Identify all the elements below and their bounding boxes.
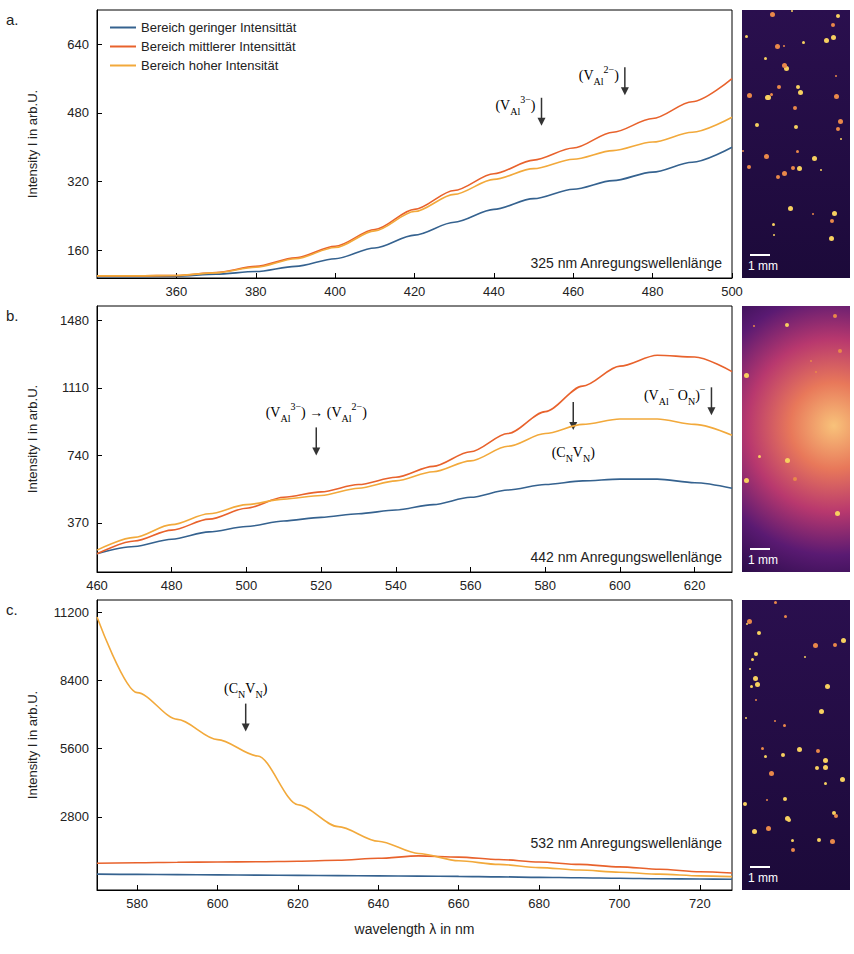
svg-text:480: 480 xyxy=(67,105,89,120)
svg-text:620: 620 xyxy=(684,578,706,593)
svg-text:580: 580 xyxy=(126,896,148,911)
svg-text:(V: (V xyxy=(266,405,281,421)
svg-text:540: 540 xyxy=(385,578,407,593)
svg-text:600: 600 xyxy=(609,578,631,593)
svg-text:400: 400 xyxy=(324,284,346,299)
svg-text:Intensity I in arb.U.: Intensity I in arb.U. xyxy=(25,385,40,493)
svg-text:N: N xyxy=(566,453,573,464)
svg-text:Intensity I in arb.U.: Intensity I in arb.U. xyxy=(25,691,40,799)
html-text:1 mm: 1 mm xyxy=(748,259,778,273)
svg-text:): ) xyxy=(590,445,595,461)
svg-text:5600: 5600 xyxy=(60,741,89,756)
svg-text:325 nm Anregungswellenlänge: 325 nm Anregungswellenlänge xyxy=(531,255,723,271)
svg-text:320: 320 xyxy=(67,174,89,189)
svg-text:Al: Al xyxy=(280,413,290,424)
html-text:1 mm: 1 mm xyxy=(748,871,778,885)
svg-text:): ) xyxy=(362,405,367,421)
svg-text:720: 720 xyxy=(689,896,711,911)
svg-text:): ) xyxy=(614,68,619,84)
svg-text:V: V xyxy=(245,681,255,696)
svg-text:620: 620 xyxy=(287,896,309,911)
svg-text:460: 460 xyxy=(562,284,584,299)
svg-text:440: 440 xyxy=(483,284,505,299)
svg-text:c.: c. xyxy=(6,601,18,618)
svg-text:−: − xyxy=(700,384,706,395)
svg-text:740: 740 xyxy=(67,448,89,463)
svg-text:2−: 2− xyxy=(352,401,363,412)
svg-text:Bereich mittlerer Intensittät: Bereich mittlerer Intensittät xyxy=(141,39,296,54)
svg-text:1110: 1110 xyxy=(62,380,89,395)
svg-text:2−: 2− xyxy=(604,64,615,75)
svg-text:): ) xyxy=(263,681,268,697)
svg-text:a.: a. xyxy=(6,11,19,28)
svg-text:2800: 2800 xyxy=(60,809,89,824)
svg-text:V: V xyxy=(573,445,583,460)
svg-text:−: − xyxy=(669,384,675,395)
svg-text:600: 600 xyxy=(207,896,229,911)
svg-text:680: 680 xyxy=(528,896,550,911)
svg-text:N: N xyxy=(255,689,262,700)
svg-text:480: 480 xyxy=(642,284,664,299)
svg-text:wavelength λ in nm: wavelength λ in nm xyxy=(354,921,475,937)
svg-text:) → (V: ) → (V xyxy=(301,405,341,421)
svg-text:O: O xyxy=(674,388,688,403)
svg-text:460: 460 xyxy=(86,578,108,593)
svg-text:160: 160 xyxy=(67,243,89,258)
svg-text:Al: Al xyxy=(342,413,352,424)
svg-text:(V: (V xyxy=(579,68,594,84)
svg-text:Al: Al xyxy=(594,76,604,87)
svg-text:): ) xyxy=(531,98,536,114)
svg-text:500: 500 xyxy=(236,578,258,593)
svg-text:Al: Al xyxy=(659,396,669,407)
svg-text:640: 640 xyxy=(367,896,389,911)
svg-text:3−: 3− xyxy=(290,401,301,412)
svg-text:(V: (V xyxy=(495,98,510,114)
svg-text:442 nm Anregungswellenlänge: 442 nm Anregungswellenlänge xyxy=(531,549,723,565)
svg-text:480: 480 xyxy=(161,578,183,593)
html-text:1 mm: 1 mm xyxy=(748,553,778,567)
svg-text:3−: 3− xyxy=(520,94,531,105)
svg-text:500: 500 xyxy=(721,284,743,299)
svg-text:370: 370 xyxy=(67,515,89,530)
svg-text:(C: (C xyxy=(552,445,566,461)
svg-text:b.: b. xyxy=(6,307,19,324)
svg-text:Intensity I in arb.U.: Intensity I in arb.U. xyxy=(25,90,40,198)
svg-text:N: N xyxy=(238,689,245,700)
svg-text:): ) xyxy=(695,388,700,404)
svg-text:11200: 11200 xyxy=(54,605,89,620)
svg-text:420: 420 xyxy=(404,284,426,299)
svg-text:Al: Al xyxy=(510,106,520,117)
svg-text:532 nm Anregungswellenlänge: 532 nm Anregungswellenlänge xyxy=(531,835,723,851)
svg-text:700: 700 xyxy=(609,896,631,911)
svg-text:580: 580 xyxy=(534,578,556,593)
svg-text:Bereich geringer Intensittät: Bereich geringer Intensittät xyxy=(141,20,297,35)
svg-text:N: N xyxy=(688,396,695,407)
svg-text:360: 360 xyxy=(166,284,188,299)
svg-text:1480: 1480 xyxy=(60,313,89,328)
svg-text:640: 640 xyxy=(67,37,89,52)
svg-text:Bereich hoher Intensität: Bereich hoher Intensität xyxy=(141,58,279,73)
svg-text:(V: (V xyxy=(644,388,659,404)
svg-text:8400: 8400 xyxy=(60,673,89,688)
svg-text:520: 520 xyxy=(310,578,332,593)
svg-text:660: 660 xyxy=(448,896,470,911)
svg-text:560: 560 xyxy=(460,578,482,593)
svg-text:(C: (C xyxy=(224,681,238,697)
svg-text:380: 380 xyxy=(245,284,267,299)
svg-text:N: N xyxy=(583,453,590,464)
